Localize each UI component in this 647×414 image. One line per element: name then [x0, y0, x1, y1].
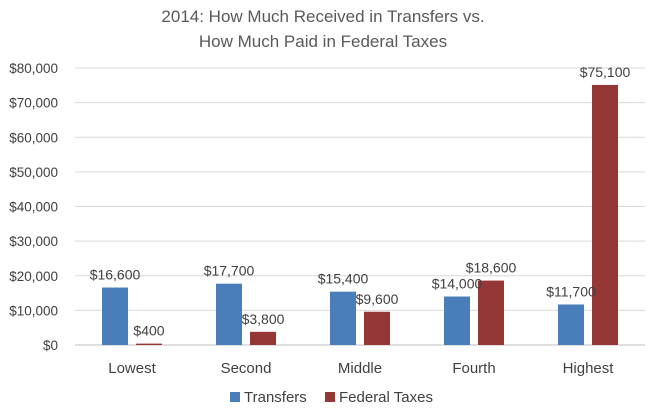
category-label: Fourth — [452, 360, 495, 377]
data-labels: $16,600 $400 $17,700 $3,800 $15,400 $9,600 $14… — [90, 64, 631, 339]
bar-transfers — [216, 283, 242, 345]
y-tick-label: $10,000 — [9, 303, 58, 318]
legend-label: Transfers — [244, 389, 307, 406]
y-axis-ticks: $0 $10,000 $20,000 $30,000 $40,000 $50,000 $60… — [9, 61, 58, 353]
legend-swatch — [325, 392, 335, 402]
chart-title-line-2: How Much Paid in Federal Taxes — [199, 32, 447, 51]
data-label: $11,700 — [546, 283, 596, 299]
data-label: $15,400 — [318, 271, 369, 287]
data-label: $9,600 — [356, 291, 399, 307]
bars — [102, 84, 618, 345]
y-tick-label: $60,000 — [9, 130, 58, 145]
data-label: $14,000 — [432, 276, 483, 292]
legend-swatch — [230, 392, 240, 402]
chart-title-line-1: 2014: How Much Received in Transfers vs. — [161, 7, 484, 26]
legend: Transfers Federal Taxes — [230, 389, 433, 406]
category-label: Middle — [338, 360, 382, 377]
bar-federal-taxes — [478, 280, 504, 345]
bar-federal-taxes — [592, 84, 618, 345]
y-tick-label: $20,000 — [9, 269, 58, 284]
y-tick-label: $50,000 — [9, 165, 58, 180]
bar-transfers — [558, 304, 584, 345]
y-tick-label: $40,000 — [9, 200, 58, 215]
legend-label: Federal Taxes — [339, 389, 433, 406]
gridlines — [75, 67, 645, 346]
bar-transfers — [102, 287, 128, 345]
data-label: $400 — [133, 323, 164, 339]
data-label: $16,600 — [90, 267, 141, 283]
data-label: $3,800 — [242, 311, 285, 327]
bar-transfers — [444, 296, 470, 345]
data-label: $75,100 — [580, 64, 631, 80]
x-axis-categories: Lowest Second Middle Fourth Highest — [108, 360, 614, 377]
category-label: Lowest — [108, 360, 156, 377]
bar-federal-taxes — [136, 343, 162, 345]
bar-transfers — [330, 291, 356, 345]
y-tick-label: $80,000 — [9, 61, 58, 76]
data-label: $18,600 — [466, 260, 517, 276]
category-label: Highest — [563, 360, 615, 377]
bar-federal-taxes — [250, 331, 276, 345]
y-tick-label: $70,000 — [9, 96, 58, 111]
category-label: Second — [221, 360, 272, 377]
y-tick-label: $30,000 — [9, 234, 58, 249]
data-label: $17,700 — [204, 263, 255, 279]
y-tick-label: $0 — [43, 338, 58, 353]
bar-federal-taxes — [364, 311, 390, 345]
